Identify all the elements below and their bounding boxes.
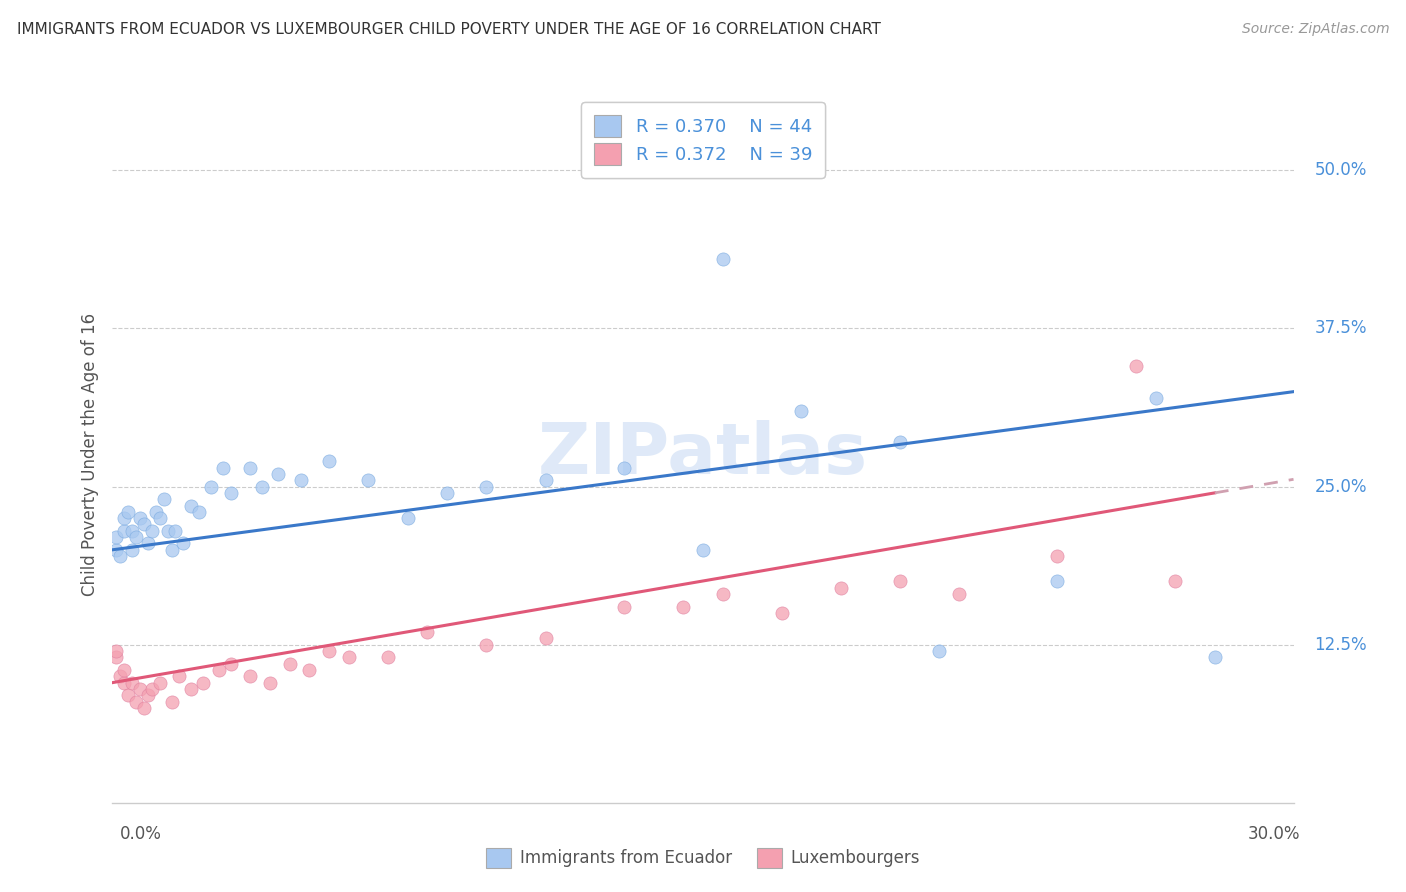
Point — [290, 473, 312, 487]
Legend: Immigrants from Ecuador, Luxembourgers: Immigrants from Ecuador, Luxembourgers — [479, 841, 927, 875]
Point — [180, 499, 202, 513]
Point — [692, 542, 714, 557]
Point — [1204, 650, 1226, 665]
Point — [830, 581, 852, 595]
Point — [141, 681, 163, 696]
Point — [613, 460, 636, 475]
Legend: R = 0.370    N = 44, R = 0.372    N = 39: R = 0.370 N = 44, R = 0.372 N = 39 — [581, 103, 825, 178]
Text: 25.0%: 25.0% — [1315, 477, 1367, 496]
Point — [239, 460, 262, 475]
Point — [928, 644, 950, 658]
Y-axis label: Child Poverty Under the Age of 16: Child Poverty Under the Age of 16 — [80, 313, 98, 597]
Point — [188, 505, 211, 519]
Point — [267, 467, 290, 481]
Point — [534, 473, 557, 487]
Point — [149, 675, 172, 690]
Point — [790, 403, 813, 417]
Point — [121, 675, 143, 690]
Point — [129, 511, 152, 525]
Point — [160, 542, 183, 557]
Point — [357, 473, 380, 487]
Point — [169, 669, 191, 683]
Point — [278, 657, 301, 671]
Point — [129, 681, 152, 696]
Text: 50.0%: 50.0% — [1315, 161, 1367, 179]
Point — [117, 688, 139, 702]
Point — [211, 460, 233, 475]
Point — [1046, 574, 1069, 589]
Text: 0.0%: 0.0% — [120, 825, 162, 843]
Point — [436, 486, 458, 500]
Point — [672, 599, 695, 614]
Point — [239, 669, 262, 683]
Point — [149, 511, 172, 525]
Point — [105, 542, 128, 557]
Point — [145, 505, 167, 519]
Point — [1164, 574, 1187, 589]
Point — [160, 695, 183, 709]
Point — [112, 524, 135, 538]
Point — [318, 644, 340, 658]
Point — [132, 701, 155, 715]
Point — [125, 695, 148, 709]
Point — [1125, 359, 1147, 374]
Point — [208, 663, 231, 677]
Text: ZIPatlas: ZIPatlas — [538, 420, 868, 490]
Point — [1144, 391, 1167, 405]
Point — [250, 479, 273, 493]
Point — [770, 606, 793, 620]
Point — [298, 663, 321, 677]
Point — [416, 625, 439, 640]
Text: Source: ZipAtlas.com: Source: ZipAtlas.com — [1241, 22, 1389, 37]
Point — [1046, 549, 1069, 563]
Text: IMMIGRANTS FROM ECUADOR VS LUXEMBOURGER CHILD POVERTY UNDER THE AGE OF 16 CORREL: IMMIGRANTS FROM ECUADOR VS LUXEMBOURGER … — [17, 22, 880, 37]
Point — [191, 675, 214, 690]
Point — [121, 524, 143, 538]
Point — [889, 435, 911, 450]
Point — [219, 657, 242, 671]
Point — [110, 669, 132, 683]
Point — [475, 479, 498, 493]
Point — [948, 587, 970, 601]
Point — [889, 574, 911, 589]
Point — [112, 675, 135, 690]
Point — [136, 688, 159, 702]
Point — [396, 511, 419, 525]
Point — [136, 536, 159, 550]
Point — [141, 524, 163, 538]
Point — [219, 486, 242, 500]
Point — [156, 524, 179, 538]
Point — [112, 663, 135, 677]
Point — [318, 454, 340, 468]
Point — [165, 524, 187, 538]
Text: 30.0%: 30.0% — [1249, 825, 1301, 843]
Point — [105, 530, 128, 544]
Point — [125, 530, 148, 544]
Point — [613, 599, 636, 614]
Point — [534, 632, 557, 646]
Text: 37.5%: 37.5% — [1315, 319, 1367, 337]
Point — [200, 479, 222, 493]
Point — [105, 650, 128, 665]
Point — [172, 536, 194, 550]
Point — [112, 511, 135, 525]
Point — [259, 675, 281, 690]
Point — [117, 505, 139, 519]
Point — [711, 252, 734, 266]
Point — [105, 644, 128, 658]
Point — [152, 492, 174, 507]
Point — [337, 650, 360, 665]
Point — [180, 681, 202, 696]
Text: 12.5%: 12.5% — [1315, 636, 1367, 654]
Point — [377, 650, 399, 665]
Point — [475, 638, 498, 652]
Point — [711, 587, 734, 601]
Point — [121, 542, 143, 557]
Point — [132, 517, 155, 532]
Point — [110, 549, 132, 563]
